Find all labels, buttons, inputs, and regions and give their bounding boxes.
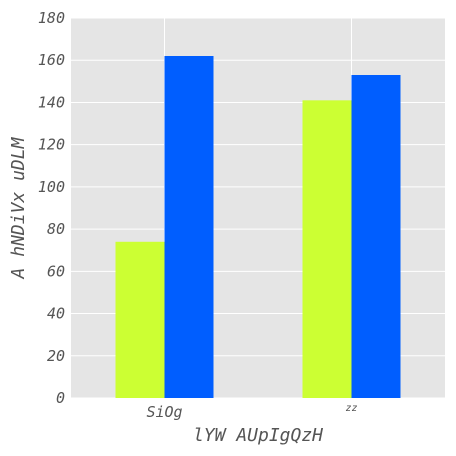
x-axis-label: lYW AUpIgQzH: [193, 425, 323, 446]
y-tick-label: 180: [38, 9, 65, 27]
y-tick-label: 20: [47, 347, 65, 365]
y-tick-label: 60: [47, 262, 65, 280]
y-tick-label: 100: [38, 178, 65, 196]
x-tick-label: zz: [345, 403, 357, 414]
y-axis-label: A hNDiVx uDLM: [8, 136, 29, 279]
bar-zz-series-1: [302, 100, 352, 398]
y-tick-label: 160: [38, 51, 65, 69]
x-tick-label: SiOg: [146, 403, 182, 421]
y-tick-label: 120: [38, 136, 65, 154]
bar-SiOg-series-1: [115, 241, 165, 398]
bars: [115, 56, 401, 398]
x-axis-ticks: SiOg zz: [146, 403, 357, 421]
y-tick-label: 80: [47, 220, 65, 238]
y-tick-label: 40: [47, 305, 65, 323]
y-tick-label: 0: [56, 389, 65, 407]
bar-SiOg-series-2: [164, 56, 214, 398]
bar-zz-series-2: [351, 75, 401, 398]
y-axis-ticks: 0 20 40 60 80 100 120 140 160 180: [38, 9, 65, 407]
y-tick-label: 140: [38, 93, 65, 111]
